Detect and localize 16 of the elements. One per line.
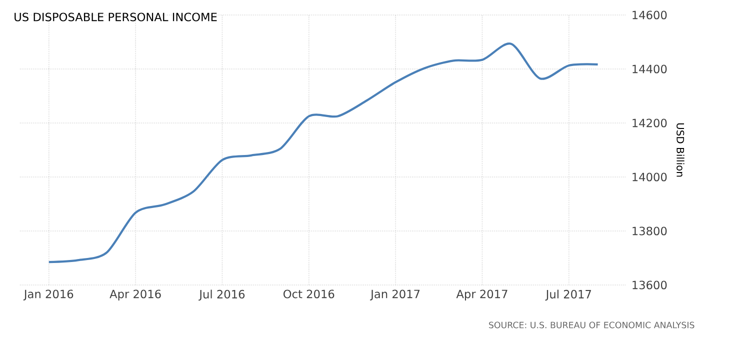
y-tick-label: 14200: [632, 118, 667, 128]
y-tick-label: 13600: [632, 280, 667, 290]
y-tick-label: 14600: [632, 10, 667, 20]
y-tick-label: 13800: [632, 226, 667, 236]
x-tick-label: Jan 2017: [370, 290, 420, 300]
x-tick-label: Apr 2017: [456, 290, 508, 300]
x-tick-label: Apr 2016: [110, 290, 161, 300]
y-axis-title: USD Billion: [676, 123, 684, 177]
y-tick-label: 14400: [632, 64, 667, 74]
x-tick-label: Jan 2016: [23, 290, 74, 300]
x-tick-label: Oct 2016: [284, 290, 334, 298]
source-note: SOURCE: U.S. BUREAU OF ECONOMIC ANALYSIS: [489, 322, 694, 328]
x-tick-label: Jul 2017: [545, 290, 591, 301]
chart-title: US DISPOSABLE PERSONAL INCOME: [14, 12, 217, 22]
x-tick-label: Jul 2016: [198, 290, 245, 301]
y-tick-label: 14000: [632, 172, 667, 182]
